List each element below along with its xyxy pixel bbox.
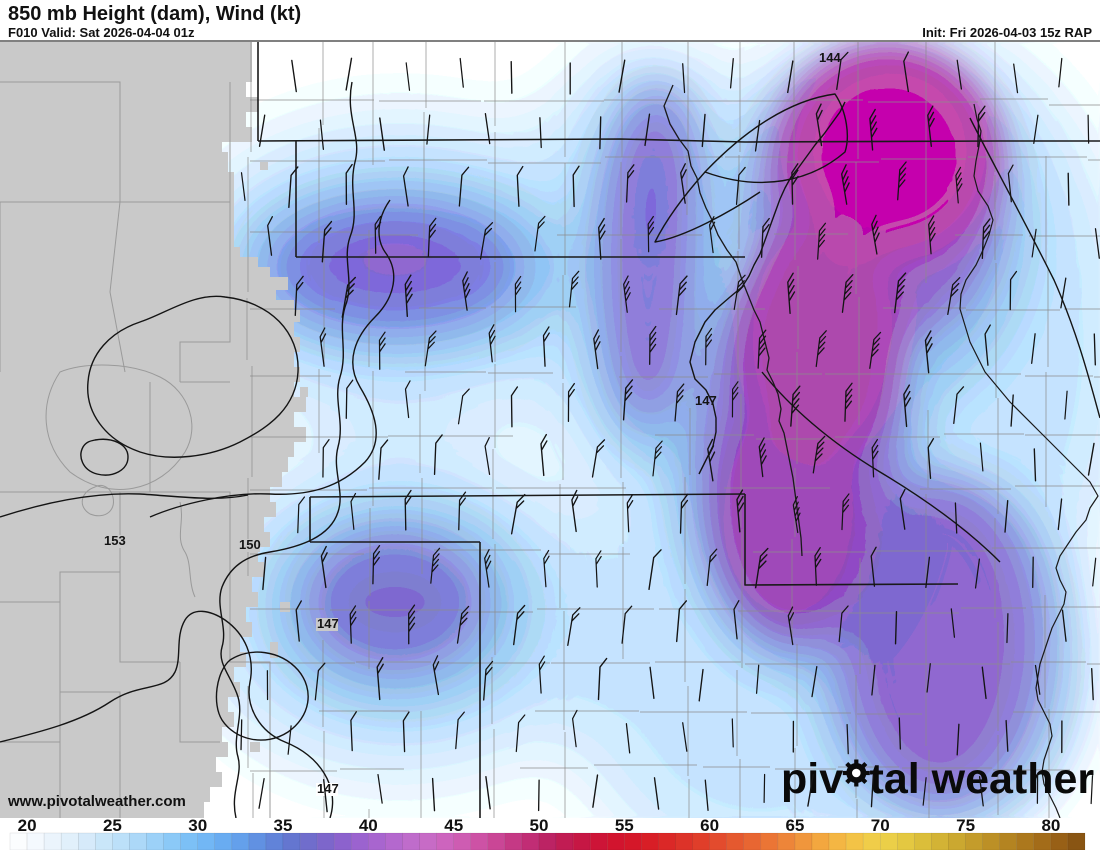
svg-text:147: 147 (317, 616, 339, 631)
svg-text:20: 20 (18, 818, 37, 835)
svg-text:80: 80 (1041, 818, 1060, 835)
svg-text:60: 60 (700, 818, 719, 835)
svg-text:147: 147 (695, 393, 717, 408)
svg-text:144: 144 (819, 50, 841, 65)
svg-text:45: 45 (444, 818, 463, 835)
svg-text:65: 65 (785, 818, 804, 835)
svg-text:55: 55 (615, 818, 634, 835)
svg-text:40: 40 (359, 818, 378, 835)
svg-text:50: 50 (530, 818, 549, 835)
svg-text:150: 150 (239, 537, 261, 552)
svg-text:75: 75 (956, 818, 975, 835)
svg-text:70: 70 (871, 818, 890, 835)
svg-text:153: 153 (104, 533, 126, 548)
svg-text:25: 25 (103, 818, 122, 835)
svg-text:30: 30 (188, 818, 207, 835)
svg-text:35: 35 (274, 818, 293, 835)
